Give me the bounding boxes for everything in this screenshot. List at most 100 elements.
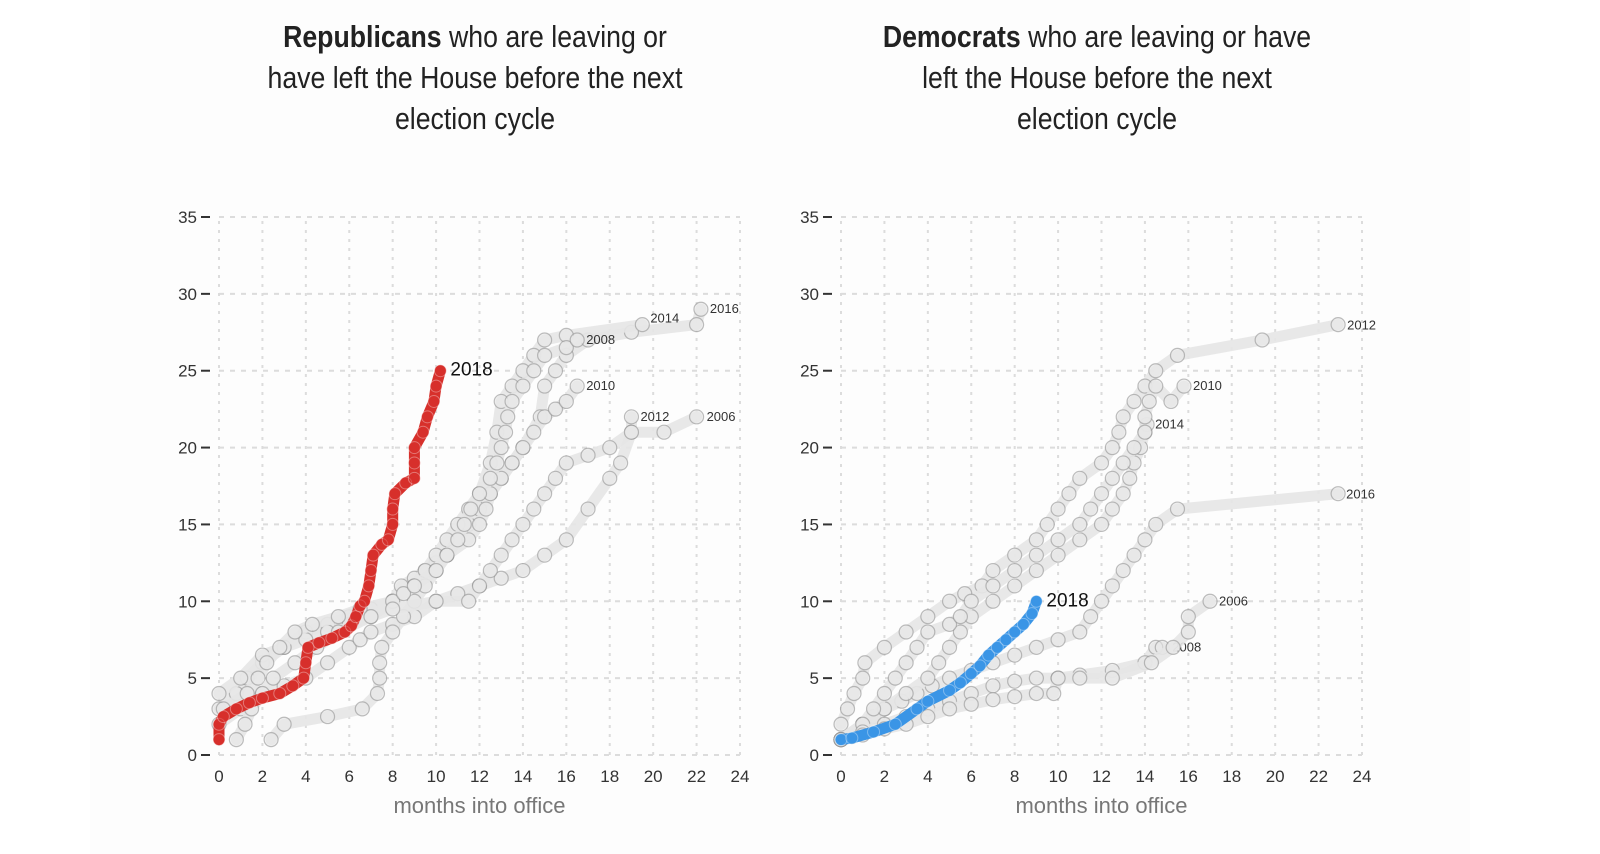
data-point-2018 xyxy=(1008,625,1022,639)
data-point-2016 xyxy=(547,363,564,379)
data-point-2018 xyxy=(845,731,859,745)
data-point-2016 xyxy=(693,301,709,317)
data-point-2018 xyxy=(999,633,1013,647)
x-tick-label: 18 xyxy=(1222,767,1241,786)
data-point-2010 xyxy=(478,501,494,517)
data-point-2012 xyxy=(1111,424,1127,440)
data-point-2018 xyxy=(943,683,957,697)
x-tick-label: 16 xyxy=(1179,767,1198,786)
data-point-2010 xyxy=(898,655,914,671)
data-point-2012 xyxy=(1148,363,1164,379)
data-point-2018 xyxy=(386,502,400,516)
series-label-2012: 2012 xyxy=(1347,318,1376,333)
data-point-2018 xyxy=(216,710,230,724)
data-point-2014 xyxy=(898,685,914,702)
y-tick-label: 25 xyxy=(800,362,819,381)
data-point-2014 xyxy=(537,332,553,348)
x-tick-label: 12 xyxy=(470,767,489,786)
data-point-2018 xyxy=(297,671,311,685)
data-point-2012 xyxy=(580,501,596,517)
data-point-2006 xyxy=(602,439,618,456)
data-point-2006 xyxy=(1202,593,1218,609)
data-point-2018 xyxy=(407,471,421,485)
data-point-2010 xyxy=(1126,439,1142,456)
data-point-2016 xyxy=(537,378,553,394)
data-point-2010 xyxy=(526,424,542,440)
data-point-2006 xyxy=(1180,624,1196,640)
data-point-2006 xyxy=(688,409,705,425)
data-point-2012 xyxy=(1104,439,1120,456)
y-tick-label: 0 xyxy=(810,746,819,765)
x-tick-label: 6 xyxy=(967,767,976,786)
data-point-2010 xyxy=(547,401,564,417)
data-point-2006 xyxy=(363,609,379,625)
data-point-2010 xyxy=(385,624,401,640)
data-point-2016 xyxy=(1169,501,1186,517)
data-point-2010 xyxy=(1083,501,1099,517)
x-tick-label: 8 xyxy=(388,767,397,786)
data-point-2018 xyxy=(357,594,371,608)
data-point-2012 xyxy=(1061,486,1077,502)
data-point-2010 xyxy=(319,708,336,725)
data-point-2008 xyxy=(304,616,320,632)
data-point-2006 xyxy=(526,501,542,517)
x-tick-label: 16 xyxy=(557,767,576,786)
data-point-2018 xyxy=(381,533,395,547)
data-point-2018 xyxy=(364,564,378,578)
title-line2: left the House before the next xyxy=(922,60,1272,95)
data-point-2010 xyxy=(1093,486,1110,502)
data-point-2014 xyxy=(233,670,249,686)
data-point-2008 xyxy=(497,424,514,440)
data-point-2006 xyxy=(1028,685,1044,702)
data-point-2014 xyxy=(1122,470,1138,486)
title-line3: election cycle xyxy=(394,101,556,136)
data-point-2006 xyxy=(985,692,1001,708)
data-point-2016 xyxy=(1330,486,1346,502)
data-point-2008 xyxy=(395,585,412,602)
data-point-2016 xyxy=(1028,639,1044,656)
data-point-2010 xyxy=(276,716,292,732)
data-point-2008 xyxy=(471,486,488,502)
data-point-2010 xyxy=(354,701,370,717)
data-point-2018 xyxy=(1029,594,1043,608)
data-point-2008 xyxy=(493,439,509,456)
data-point-2014 xyxy=(1028,562,1044,579)
y-tick-label: 30 xyxy=(800,285,819,304)
data-point-2014 xyxy=(985,593,1001,609)
data-point-2010 xyxy=(963,593,979,609)
x-tick-label: 24 xyxy=(1353,767,1372,786)
data-point-2010 xyxy=(1072,516,1088,533)
data-point-2018 xyxy=(921,694,935,708)
data-point-2018 xyxy=(255,691,269,705)
data-point-2006 xyxy=(1180,609,1196,625)
data-point-2008 xyxy=(450,532,466,548)
data-point-2012 xyxy=(839,701,856,717)
data-point-2012 xyxy=(898,624,914,640)
data-point-2010 xyxy=(1028,547,1044,563)
data-point-2018 xyxy=(867,725,881,739)
data-point-2016 xyxy=(688,317,705,333)
data-point-2006 xyxy=(1046,685,1062,702)
y-tick-label: 10 xyxy=(178,592,197,611)
data-point-2006 xyxy=(558,455,574,471)
chart-panel-background xyxy=(90,0,1470,854)
data-point-2018 xyxy=(990,640,1004,654)
data-point-2008 xyxy=(504,393,520,410)
data-point-2018 xyxy=(407,441,421,455)
data-point-2018 xyxy=(301,640,315,654)
series-label-2014: 2014 xyxy=(1155,417,1184,432)
data-point-2016 xyxy=(1115,562,1131,579)
title-line3: election cycle xyxy=(1016,101,1178,136)
data-point-2018 xyxy=(286,679,300,693)
data-point-2012 xyxy=(558,532,574,548)
data-point-2010 xyxy=(1115,455,1131,471)
data-point-2010 xyxy=(1163,393,1179,410)
data-point-2008 xyxy=(406,578,422,594)
x-tick-label: 10 xyxy=(427,767,446,786)
data-point-2012 xyxy=(855,670,871,686)
series-label-2010: 2010 xyxy=(1193,378,1222,393)
data-point-2018 xyxy=(429,379,443,393)
data-point-2014 xyxy=(1104,501,1120,517)
data-point-2010 xyxy=(865,701,882,717)
